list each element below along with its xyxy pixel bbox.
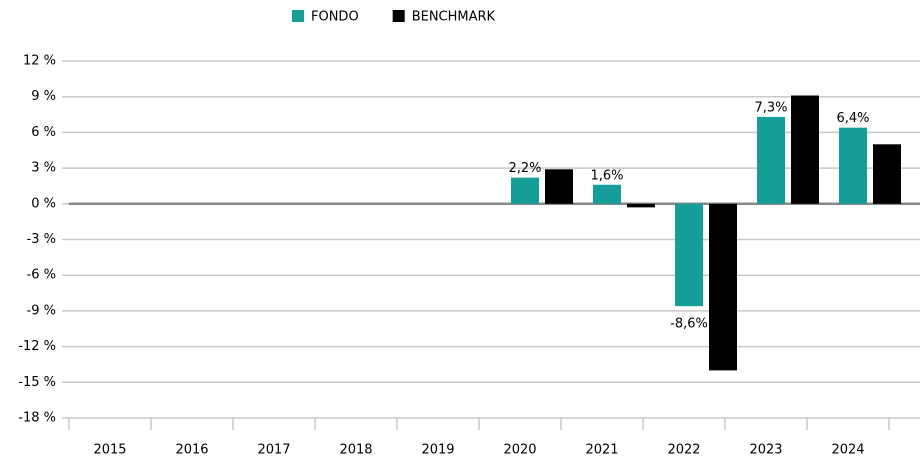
y-tick-label: -9 % (27, 303, 56, 318)
bar (791, 95, 819, 204)
x-tick-label: 2017 (257, 443, 290, 458)
bar (593, 184, 621, 204)
x-tick-label: 2019 (421, 443, 454, 458)
data-label: 6,4% (836, 111, 869, 126)
data-label: 1,6% (590, 168, 623, 183)
x-tick-label: 2022 (667, 443, 700, 458)
data-label: 7,3% (754, 100, 787, 115)
legend-label: FONDO (311, 10, 359, 25)
x-tick-label: 2018 (339, 443, 372, 458)
bar (675, 203, 703, 307)
bar (709, 203, 737, 371)
legend-label: BENCHMARK (412, 10, 496, 25)
x-tick-label: 2023 (749, 443, 782, 458)
bar (511, 177, 539, 204)
legend-swatch (392, 10, 405, 22)
y-tick-label: 6 % (31, 125, 56, 140)
y-tick-label: 12 % (23, 54, 56, 69)
y-tick-label: -3 % (27, 232, 56, 247)
y-tick-label: -15 % (18, 375, 56, 390)
y-tick-label: -12 % (18, 339, 56, 354)
y-tick-label: -6 % (27, 268, 56, 283)
bar (839, 127, 867, 204)
x-tick-label: 2024 (831, 443, 864, 458)
y-tick-label: 3 % (31, 161, 56, 176)
y-tick-label: -18 % (18, 411, 56, 426)
y-tick-label: 0 % (31, 196, 56, 211)
x-tick-label: 2016 (175, 443, 208, 458)
bar (627, 203, 655, 208)
y-tick-label: 9 % (31, 89, 56, 104)
legend-swatch (292, 10, 304, 22)
x-tick-label: 2020 (503, 443, 536, 458)
x-tick-label: 2021 (585, 443, 618, 458)
data-label: 2,2% (508, 161, 541, 176)
bar (873, 144, 901, 204)
bar (545, 169, 573, 204)
x-tick-label: 2015 (93, 443, 126, 458)
bar (757, 116, 785, 204)
data-label: -8,6% (670, 317, 708, 332)
